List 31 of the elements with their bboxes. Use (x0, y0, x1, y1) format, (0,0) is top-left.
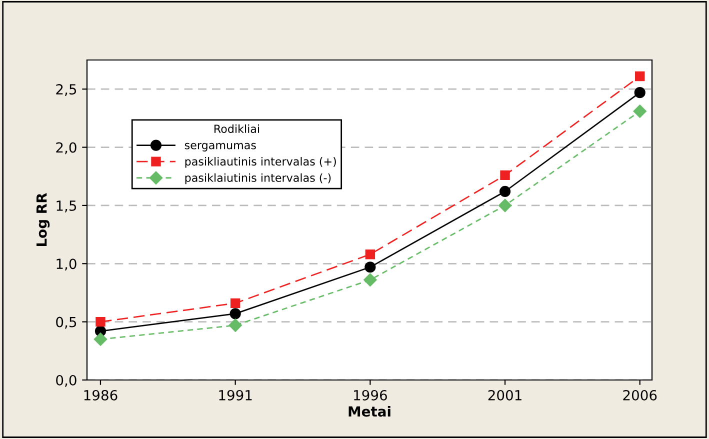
point (364, 273, 377, 287)
point (230, 308, 241, 320)
point (94, 332, 108, 346)
x-axis-title: Metai (348, 406, 390, 417)
y-tick-label: 1,0 (56, 258, 76, 271)
legend-label: sergamumas (184, 142, 256, 152)
point (230, 298, 240, 308)
point (364, 262, 376, 273)
x-tick-label: 2006 (623, 390, 657, 400)
x-tick-label: 1986 (84, 390, 118, 400)
y-tick-label: 0,0 (56, 374, 76, 387)
y-tick-label: 1,5 (56, 200, 76, 212)
point (228, 318, 242, 332)
legend-label: pasiklaiutinis intervalas (-) (185, 173, 331, 184)
point (633, 104, 646, 118)
x-tick-label: 1991 (219, 390, 252, 400)
x-tick-label: 2001 (488, 390, 522, 400)
y-tick-label: 0,5 (56, 316, 76, 329)
legend-title: Rodikliai (214, 124, 260, 133)
point (500, 170, 510, 180)
point (96, 316, 106, 327)
y-axis-title: Log RR (36, 193, 50, 246)
point (365, 249, 376, 260)
y-tick-label: 2,0 (56, 142, 76, 154)
legend-label: pasikliautinis intervalas (+) (185, 157, 336, 168)
point (499, 186, 511, 198)
point (635, 71, 645, 82)
point (498, 198, 512, 212)
y-tick-label: 2,5 (56, 84, 76, 96)
x-tick-label: 1996 (354, 390, 387, 400)
point (634, 87, 646, 98)
